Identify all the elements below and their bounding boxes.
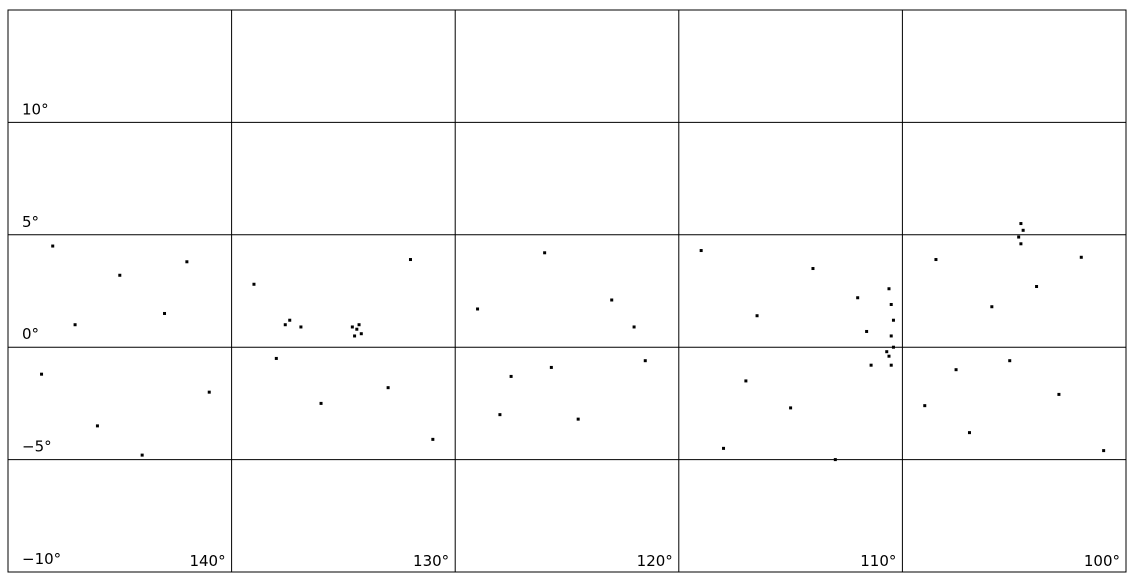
source-dot <box>1019 242 1023 246</box>
source-dot <box>967 431 971 435</box>
source-dot <box>288 318 292 322</box>
source-dot <box>283 323 287 327</box>
source-dot <box>274 356 278 360</box>
source-dot <box>252 282 256 286</box>
source-dot <box>885 350 889 354</box>
source-dot <box>869 363 873 367</box>
source-dot <box>887 354 891 358</box>
source-dot <box>1008 359 1012 363</box>
source-dot <box>40 372 44 376</box>
latitude-label: 0° <box>22 325 39 343</box>
source-dot <box>576 417 580 421</box>
source-dot <box>359 332 363 336</box>
longitude-label: 130° <box>413 552 449 570</box>
longitude-label: 140° <box>189 552 225 570</box>
source-dot <box>891 345 895 349</box>
latitude-label: −10° <box>22 550 61 568</box>
source-dot <box>990 305 994 309</box>
source-dot <box>722 446 726 450</box>
source-dot <box>789 406 793 410</box>
source-dot <box>1057 392 1061 396</box>
source-dot <box>954 368 958 372</box>
source-dot <box>353 334 357 338</box>
source-dot <box>140 453 144 457</box>
longitude-label: 110° <box>860 552 896 570</box>
source-dot <box>632 325 636 329</box>
source-dot <box>923 404 927 408</box>
source-dot <box>51 244 55 248</box>
source-dot <box>1017 235 1021 239</box>
source-dot <box>207 390 211 394</box>
source-dot <box>509 374 513 378</box>
map-frame <box>7 9 1127 573</box>
source-dot <box>95 424 99 428</box>
source-dot <box>386 386 390 390</box>
longitude-label: 120° <box>637 552 673 570</box>
source-dot <box>1019 222 1023 226</box>
source-dot <box>355 327 359 331</box>
source-dot <box>744 379 748 383</box>
source-dot <box>891 318 895 322</box>
source-dot <box>833 458 837 462</box>
longitude-label: 100° <box>1084 552 1120 570</box>
source-dot <box>543 251 547 255</box>
source-dot <box>1035 285 1039 289</box>
source-dot <box>856 296 860 300</box>
source-dot <box>408 258 412 262</box>
source-dot <box>889 363 893 367</box>
source-dot <box>73 323 77 327</box>
source-dot <box>643 359 647 363</box>
source-dot <box>1102 449 1106 453</box>
source-dot <box>610 298 614 302</box>
source-dot <box>889 334 893 338</box>
source-dot <box>549 365 553 369</box>
source-dot <box>498 413 502 417</box>
source-dot <box>163 311 167 315</box>
source-dot <box>357 323 361 327</box>
source-dot <box>118 273 122 277</box>
source-dot <box>755 314 759 318</box>
source-dot <box>699 249 703 253</box>
source-dot <box>811 267 815 271</box>
latitude-label: −5° <box>22 438 52 456</box>
latitude-label: 5° <box>22 213 39 231</box>
source-dot <box>299 325 303 329</box>
source-dot <box>476 307 480 311</box>
latitude-label: 10° <box>22 100 49 118</box>
source-dot <box>350 325 354 329</box>
source-dot <box>1021 228 1025 232</box>
source-dot <box>431 437 435 441</box>
source-dot <box>865 329 869 333</box>
source-dot <box>185 260 189 264</box>
source-dot <box>889 302 893 306</box>
source-dot <box>887 287 891 291</box>
source-dot <box>934 258 938 262</box>
source-dot <box>1079 255 1083 259</box>
source-dot <box>319 401 323 405</box>
